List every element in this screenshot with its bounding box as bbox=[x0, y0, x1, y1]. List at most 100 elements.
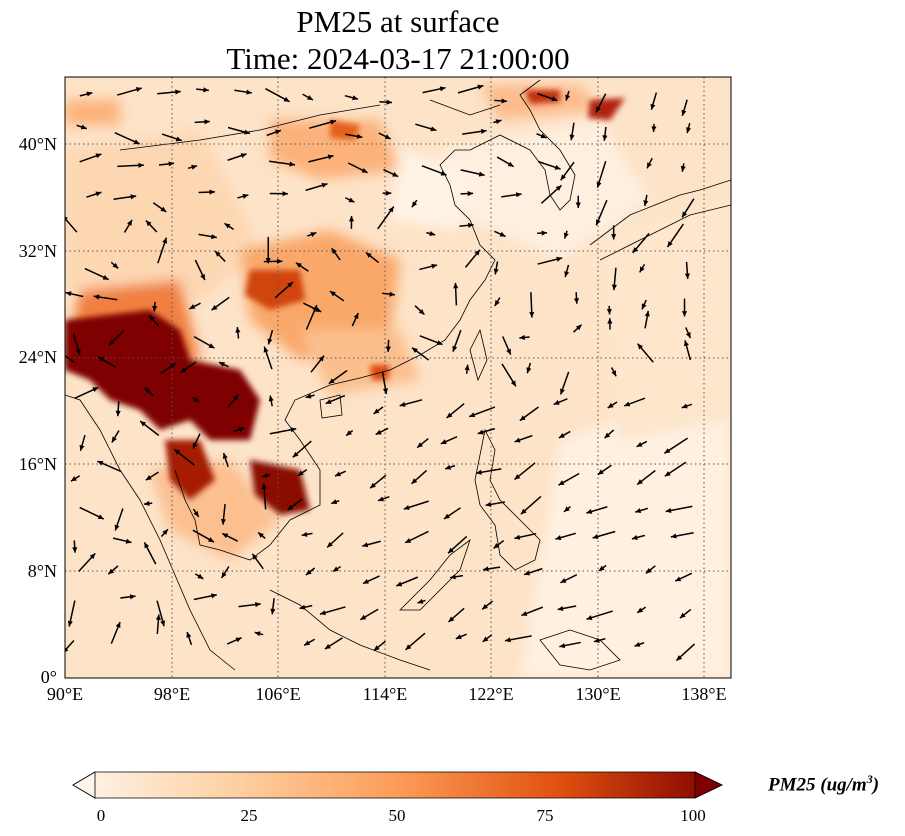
wind-arrow-head bbox=[452, 345, 458, 352]
wind-arrow-head bbox=[325, 399, 332, 404]
wind-arrow-head bbox=[563, 506, 570, 512]
wind-arrow-head bbox=[348, 215, 355, 222]
wind-arrow-head bbox=[130, 194, 137, 200]
wind-arrow-head bbox=[679, 612, 686, 619]
wind-arrow-head bbox=[641, 303, 647, 310]
wind-arrow-head bbox=[125, 538, 132, 544]
wind-arrow-head bbox=[70, 476, 77, 482]
colorbar-max-extend bbox=[694, 771, 723, 799]
wind-arrow-head bbox=[169, 363, 176, 369]
wind-arrow-head bbox=[436, 340, 443, 345]
wind-arrow-head bbox=[346, 430, 352, 436]
wind-arrow-head bbox=[385, 190, 392, 196]
wind-arrow-head bbox=[385, 346, 391, 352]
wind-arrow-head bbox=[611, 284, 617, 291]
wind-arrow-head bbox=[493, 268, 499, 275]
colorbar-tick: 75 bbox=[536, 806, 554, 825]
lon-tick: 90°E bbox=[46, 684, 84, 704]
wind-arrow-head bbox=[683, 340, 689, 347]
map-time-subtitle: Time: 2024-03-17 21:00:00 bbox=[226, 41, 570, 76]
wind-arrow-head bbox=[80, 124, 87, 130]
wind-arrow-head bbox=[384, 134, 391, 139]
wind-arrow-head bbox=[140, 421, 147, 427]
wind-arrow-head bbox=[439, 86, 446, 92]
wind-arrow-head bbox=[560, 578, 567, 583]
wind-arrow-head bbox=[175, 136, 182, 142]
wind-arrow-head bbox=[306, 95, 313, 100]
colorbar-tick: 25 bbox=[240, 806, 258, 825]
wind-arrow-head bbox=[411, 478, 418, 484]
wind-arrow-head bbox=[89, 553, 96, 560]
wind-arrow-head bbox=[152, 305, 158, 312]
wind-arrow-head bbox=[108, 568, 115, 575]
wind-arrow-head bbox=[634, 641, 641, 647]
wind-arrow-head bbox=[637, 479, 643, 485]
wind-arrow-head bbox=[93, 294, 100, 300]
wind-arrow-head bbox=[144, 542, 150, 549]
wind-arrow-head bbox=[97, 460, 104, 466]
wind-arrow-head bbox=[514, 534, 521, 540]
wind-arrow-head bbox=[388, 206, 394, 213]
wind-arrow-head bbox=[440, 439, 447, 444]
wind-arrow-head bbox=[86, 91, 93, 97]
wind-arrow-head bbox=[377, 496, 384, 502]
wind-arrow-head bbox=[175, 89, 181, 95]
wind-arrow-head bbox=[637, 343, 644, 350]
wind-arrow-head bbox=[160, 620, 166, 627]
wind-arrow-head bbox=[506, 348, 511, 355]
wind-arrow-head bbox=[565, 94, 571, 101]
wind-arrow-head bbox=[331, 499, 338, 505]
wind-arrow-shaft bbox=[65, 354, 75, 363]
lon-tick: 122°E bbox=[468, 684, 514, 704]
wind-arrow-head bbox=[189, 304, 196, 309]
plot-frame bbox=[64, 76, 732, 679]
wind-arrow-head bbox=[569, 134, 575, 141]
wind-arrow-head bbox=[235, 637, 242, 643]
lon-tick: 138°E bbox=[681, 684, 727, 704]
wind-arrow-head bbox=[72, 547, 78, 553]
wind-arrow-head bbox=[373, 645, 380, 651]
wind-arrow-head bbox=[258, 532, 264, 538]
wind-arrow-head bbox=[494, 300, 500, 307]
wind-arrow-head bbox=[382, 388, 388, 395]
wind-arrow-head bbox=[65, 216, 68, 221]
wind-arrow-head bbox=[596, 219, 601, 226]
wind-arrow-head bbox=[665, 507, 672, 513]
wind-arrow-head bbox=[485, 501, 492, 507]
wind-arrow-head bbox=[129, 594, 136, 600]
wind-arrow-head bbox=[240, 153, 247, 159]
wind-arrow-head bbox=[348, 197, 355, 203]
wind-arrow-head bbox=[356, 133, 363, 139]
wind-arrow-head bbox=[335, 471, 342, 477]
wind-arrow-head bbox=[133, 139, 140, 145]
wind-arrow-head bbox=[464, 364, 470, 371]
wind-arrow-head bbox=[681, 109, 687, 116]
wind-arrow-head bbox=[362, 542, 369, 548]
wind-arrow-head bbox=[635, 508, 642, 514]
wind-arrow-head bbox=[289, 161, 296, 167]
wind-arrow-head bbox=[520, 508, 527, 515]
wind-arrow-head bbox=[639, 266, 645, 273]
wind-arrow-head bbox=[79, 444, 85, 451]
wind-arrow-head bbox=[143, 500, 150, 507]
wind-arrow-head bbox=[145, 475, 152, 481]
map-title: PM25 at surface bbox=[296, 4, 500, 39]
wind-arrow-head bbox=[556, 256, 563, 262]
wind-arrow-head bbox=[97, 514, 104, 520]
wind-arrow-head bbox=[242, 193, 249, 199]
wind-arrow-head bbox=[647, 162, 652, 169]
wind-arrow-head bbox=[373, 408, 380, 414]
wind-arrow-head bbox=[560, 388, 565, 395]
wind-arrow-head bbox=[203, 87, 209, 93]
wind-arrow-head bbox=[208, 537, 215, 543]
wind-arrow-head bbox=[352, 95, 359, 101]
wind-arrow-head bbox=[551, 96, 558, 102]
wind-arrow-head bbox=[204, 119, 210, 125]
wind-arrow-head bbox=[493, 543, 500, 549]
wind-arrow-head bbox=[193, 510, 199, 517]
wind-arrow-head bbox=[403, 505, 410, 510]
wind-vectors bbox=[65, 84, 696, 662]
wind-arrow-head bbox=[477, 429, 484, 435]
wind-arrow-head bbox=[558, 480, 565, 486]
wind-arrow-head bbox=[676, 655, 683, 661]
